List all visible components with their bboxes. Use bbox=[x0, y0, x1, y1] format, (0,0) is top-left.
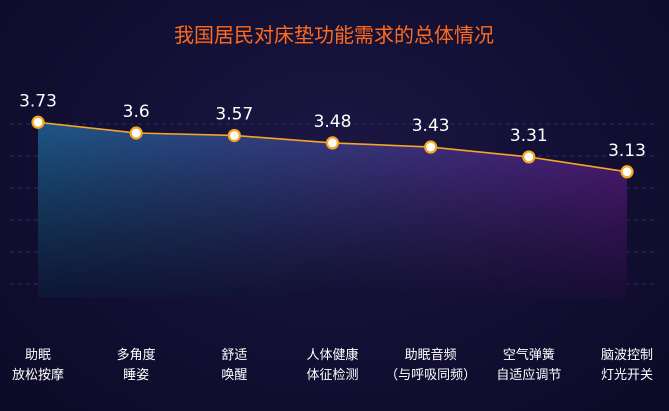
data-point bbox=[620, 165, 634, 179]
data-point bbox=[129, 126, 143, 140]
category-label: 人体健康 bbox=[306, 347, 358, 363]
data-label: 3.6 bbox=[123, 102, 150, 122]
data-label: 3.57 bbox=[215, 104, 253, 124]
data-point bbox=[424, 140, 438, 154]
category-label: 多角度 bbox=[117, 347, 156, 363]
category-label: 唤醒 bbox=[221, 368, 247, 383]
data-label: 3.43 bbox=[412, 116, 450, 136]
category-label: 放松按摩 bbox=[12, 367, 64, 383]
data-label: 3.48 bbox=[314, 112, 352, 132]
category-label: 助眠音频 bbox=[405, 347, 457, 363]
category-label: 体征检测 bbox=[306, 368, 358, 383]
category-label: 睡姿 bbox=[123, 367, 149, 383]
data-point bbox=[325, 136, 340, 150]
data-point bbox=[31, 115, 45, 129]
data-point bbox=[522, 150, 536, 164]
category-label: 助眠 bbox=[25, 348, 51, 363]
chart-title: 我国居民对床垫功能需求的总体情况 bbox=[174, 23, 494, 47]
category-label: 自适应调节 bbox=[496, 367, 561, 383]
data-label: 3.31 bbox=[510, 126, 548, 146]
category-label: 空气弹簧 bbox=[503, 347, 555, 363]
area-fade bbox=[38, 122, 627, 299]
category-label: （与呼吸同频） bbox=[385, 368, 476, 383]
data-label: 3.73 bbox=[19, 91, 57, 111]
data-label: 3.13 bbox=[608, 141, 646, 161]
data-point bbox=[227, 128, 241, 143]
category-label: 舒适 bbox=[221, 348, 247, 363]
category-label: 脑波控制 bbox=[601, 348, 653, 363]
category-label: 灯光开关 bbox=[601, 368, 653, 383]
